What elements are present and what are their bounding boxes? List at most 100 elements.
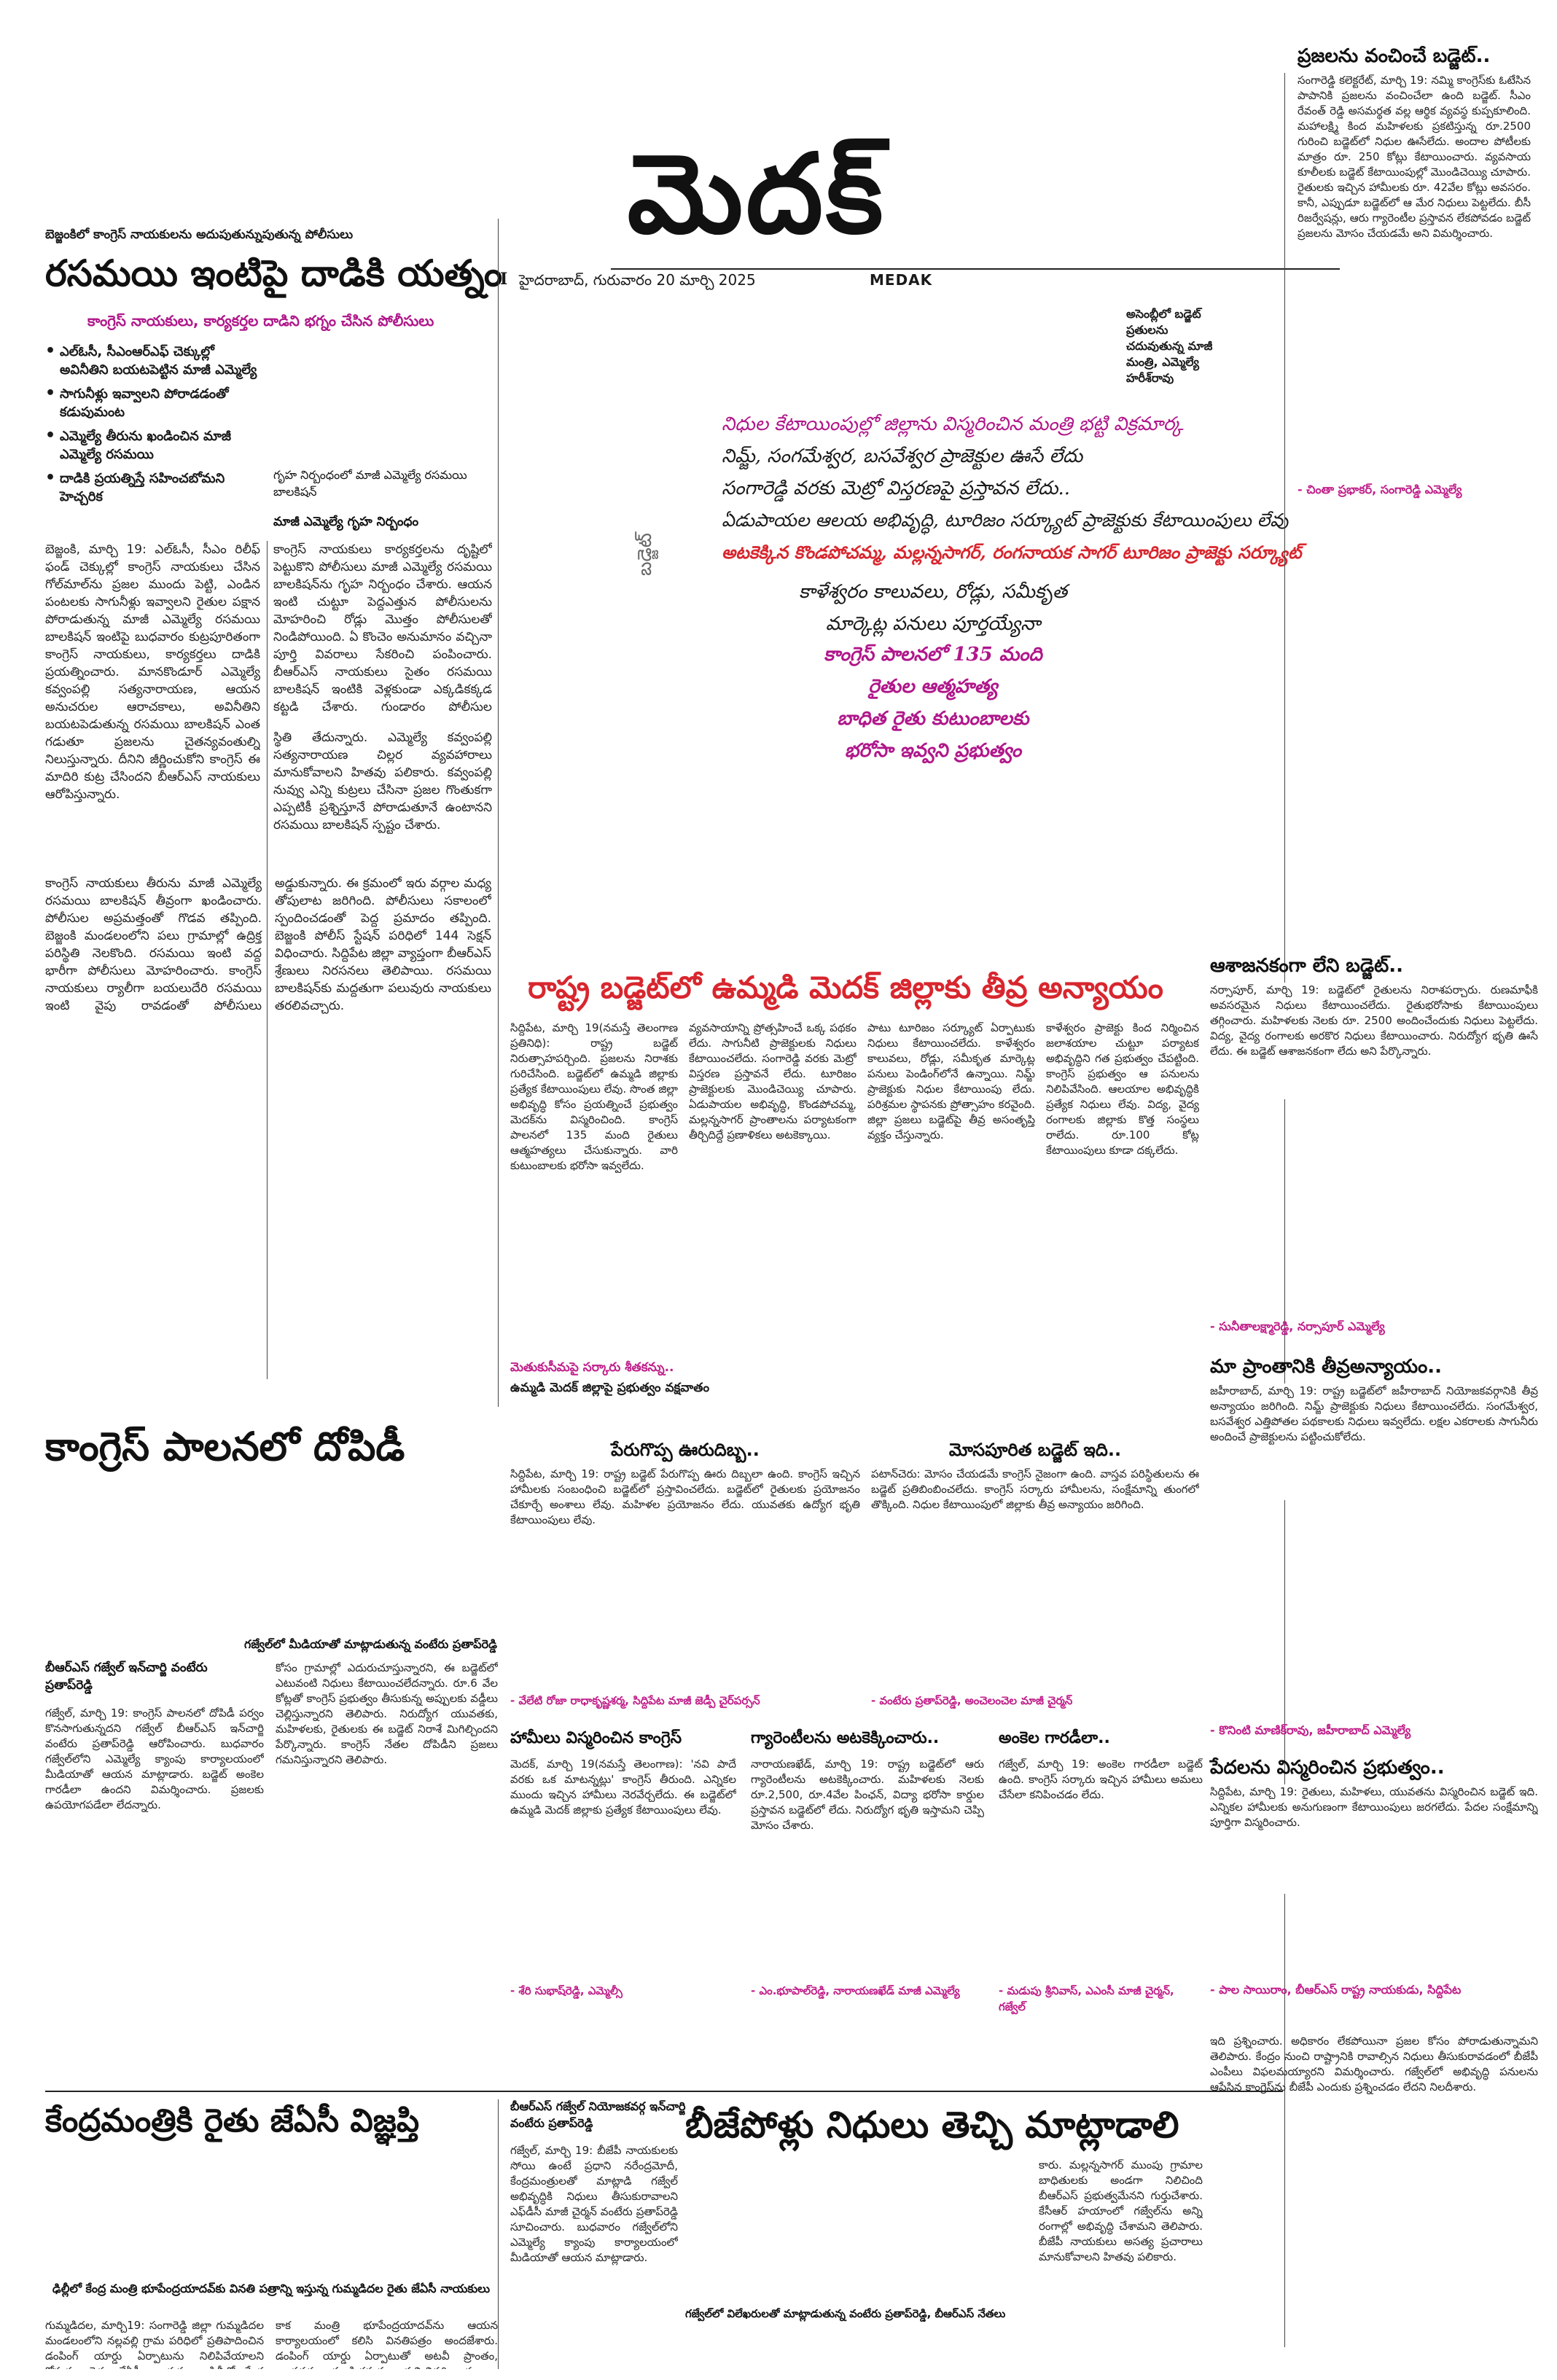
hamilu-text: మెదక్, మార్చి 19(నమస్తే తెలంగాణ): 'నవి ప… — [510, 1757, 736, 1817]
lead-subhead: కాంగ్రెస్ నాయకులు, కార్యకర్తల దాడిని భగ్… — [87, 312, 434, 329]
injustice-body-1: సిద్దిపేట, మార్చి 19(నమస్తే తెలంగాణ ప్రత… — [510, 1021, 678, 1172]
peru-headline: పేరుగొప్ప ఊరుదిబ్బ.. — [611, 1440, 760, 1460]
lead-body-col1: బెజ్జంకి, మార్చి 19: ఎల్ఓసీ, సీఎం రిలీఫ్… — [45, 542, 260, 802]
masthead-marker: I — [500, 270, 508, 289]
mosa-text: పటాన్‌చెరు: మోసం చేయడమే కాంగ్రెస్ నైజంగా… — [871, 1467, 1199, 1511]
masthead-title: మెదక్ — [627, 131, 886, 258]
lead-photo-caption: గృహ నిర్బంధంలో మాజీ ఎమ్మెల్యే రసమయి బాలక… — [273, 468, 467, 499]
centre-caption: ఢిల్లీలో కేంద్ర మంత్రి భూపేంద్రయాదవ్‌కు … — [52, 2282, 491, 2295]
budget-vertical-label: బడ్జెట్ — [634, 533, 656, 576]
budget-collage-photo — [510, 773, 1276, 937]
centre-body-2: కాక మంత్రి భూపేంద్రయాదవ్‌ను ఆయన కార్యాలయ… — [276, 2319, 498, 2369]
bjp-body-3: ఇది ప్రశ్నించారు. అధికారం లేకపోయినా ప్రజ… — [1210, 2034, 1538, 2094]
budget-deck-line: మార్కెట్ల పనులు పూర్తయ్యేనా — [825, 613, 1041, 635]
hamilu-photo — [510, 1757, 583, 1859]
column-rule — [498, 219, 499, 1407]
lead-body-col4: కాంగ్రెస్ నాయకులు తీరును మాజీ ఎమ్మెల్యే … — [45, 876, 491, 1013]
dopidi-byline: బీఆర్ఎస్ గజ్వేల్ ఇన్‌చార్జి వంటేరు ప్రతా… — [45, 1661, 208, 1693]
injustice-body-2: వ్యవసాయాన్ని ప్రోత్సహించే ఒక్క పథకం లేదు… — [689, 1021, 856, 1142]
right-photo-1 — [1298, 73, 1385, 197]
budget-small-caption: అసెంబ్లీలో బడ్జెట్ ప్రతులను చదువుతున్న మ… — [1126, 307, 1213, 385]
right-quote-1: - చింతా ప్రభాకర్, సంగారెడ్డి ఎమ్మెల్యే — [1298, 483, 1462, 496]
bjp-photo — [685, 2158, 1028, 2303]
bjp-body-2: కారు. మల్లన్నసాగర్ ముంపు గ్రామాల బాధితుల… — [1039, 2158, 1203, 2263]
guarantees-photo — [751, 1757, 824, 1859]
right-photo-4 — [1210, 1784, 1298, 1894]
lead-headline: రసమయి ఇంటిపై దాడికి యత్నం — [45, 252, 503, 294]
dopidi-caption: గజ్వేల్‌లో మీడియాతో మాట్లాడుతున్న వంటేరు… — [244, 1637, 497, 1651]
column-rule — [267, 541, 268, 1379]
dopidi-headline: కాంగ్రెస్ పాలనలో దోపిడీ — [45, 1424, 405, 1470]
ankela-photo — [999, 1757, 1072, 1859]
assembly-photo — [729, 297, 1115, 399]
centre-headline: కేంద్రమంత్రికి రైతు జేఏసీ విజ్ఞప్తి — [45, 2102, 420, 2139]
peru-photo — [510, 1467, 590, 1576]
ankela-headline: అంకెల గారడీలా.. — [999, 1729, 1110, 1747]
column-rule — [498, 2099, 499, 2369]
ankela-text: గజ్వేల్, మార్చి 19: అంకెల గారడీలా బడ్జెట… — [999, 1757, 1203, 1801]
budget-deck-line: నిధుల కేటాయింపుల్లో జిల్లాను విస్మరించిన… — [722, 413, 1184, 435]
budget-deck-line: సంగారెడ్డి వరకు మెట్రో విస్తరణపై ప్రస్తా… — [722, 477, 1070, 499]
right-headline-4: పేదలను విస్మరించిన ప్రభుత్వం.. — [1210, 1757, 1445, 1779]
right-headline-2: ఆశాజనకంగా లేని బడ్జెట్.. — [1210, 955, 1403, 977]
right-photo-2 — [1210, 983, 1298, 1099]
budget-deck-line: రైతుల ఆత్మహత్య — [868, 676, 998, 698]
injustice-headline: రాష్ట్ర బడ్జెట్‌లో ఉమ్మడి మెదక్ జిల్లాకు… — [528, 969, 1163, 1005]
mosa-photo — [871, 1467, 951, 1576]
injustice-body-3: పాటు టూరిజం సర్క్యూట్ ఏర్పాటుకు నిధులు క… — [867, 1021, 1035, 1142]
dopidi-body-2: కోసం గ్రామాల్లో ఎదురుచూస్తున్నారని, ఈ బడ… — [276, 1661, 498, 1766]
right-headline-1: ప్రజలను వంచించే బడ్జెట్.. — [1298, 45, 1491, 67]
mosa-headline: మోసపూరిత బడ్జెట్ ఇది.. — [948, 1440, 1122, 1460]
centre-body-1: గుమ్మడిదల, మార్చి19: సంగారెడ్డి జిల్లా గ… — [45, 2319, 264, 2369]
masthead-rule — [611, 268, 1340, 270]
lead-body-col3: స్థితి తేదున్నారు. ఎమ్మెల్యే కవ్వంపల్లి … — [273, 730, 492, 832]
centre-photo — [45, 2150, 497, 2278]
ankela-quote: - మడుపు శ్రీనివాస్, ఎఎంసీ మాజీ చైర్మన్, … — [999, 1984, 1174, 2013]
dopidi-photo — [45, 1487, 497, 1655]
budget-deck-line: అటకెక్కిన కొండపోచమ్మ, మల్లన్నసాగర్, రంగన… — [722, 542, 1302, 563]
budget-deck-line: ఏడుపాయల ఆలయ అభివృద్ధి, టూరిజం సర్క్యూట్ … — [722, 510, 1289, 531]
budget-deck-line: నిమ్జ్, సంగమేశ్వర, బసవేశ్వర ప్రాజెక్టుల … — [722, 445, 1083, 467]
guarantees-headline: గ్యారెంటీలను అటకెక్కించారు.. — [751, 1729, 940, 1747]
budget-deck-line: కాంగ్రెస్ పాలనలో 135 మంది — [824, 644, 1042, 666]
dopidi-body-1: గజ్వేల్, మార్చి 19: కాంగ్రెస్ పాలనలో దోప… — [45, 1706, 264, 1811]
hamilu-quote: - శేరి సుభాష్‌రెడ్డి, ఎమ్మెల్సీ — [510, 1984, 623, 1997]
budget-photo — [510, 306, 722, 627]
guarantees-text: నారాయణఖేడ్, మార్చి 19: రాష్ట్ర బడ్జెట్‌ల… — [751, 1757, 984, 1832]
budget-deck-line: కాళేశ్వరం కాలువలు, రోడ్లు, సమీకృత — [798, 581, 1068, 603]
lead-kicker: బెజ్జంకిలో కాంగ్రెస్ నాయకులను అదుపుతున్న… — [45, 227, 354, 242]
right-quote-3: - కొనింటి మాణిక్‌రావు, జహీరాబాద్ ఎమ్మెల్… — [1210, 1723, 1411, 1737]
right-quote-4: - పాల సాయిరాం, బీఆర్ఎస్ రాష్ట్ర నాయకుడు,… — [1210, 1983, 1462, 1997]
lead-body-col2: కాంగ్రెస్ నాయకులు కార్యకర్తలను దృష్టిలో … — [273, 542, 492, 714]
masthead-dateline: హైదరాబాద్, గురువారం 20 మార్చి 2025 — [519, 271, 756, 289]
lead-photo-caption2: మాజీ ఎమ్మెల్యే గృహ నిర్బంధం — [273, 515, 419, 529]
peru-quote: - వేలేటి రోజా రాధాకృష్ణశర్మ, సిద్దిపేట మ… — [510, 1694, 760, 1707]
injustice-body-4: కాళేశ్వరం ప్రాజెక్టు కింద నిర్మించిన జలా… — [1046, 1021, 1199, 1157]
mosa-quote: - వంటేరు ప్రతాప్‌రెడ్డి, అంచెలంచెల మాజీ … — [871, 1694, 1073, 1707]
right-text-4: సిద్దిపేట, మార్చి 19: రైతులు, మహిళలు, యు… — [1210, 1785, 1538, 1829]
lead-bullet: దాడికి ప్రయత్నిస్తే సహించబోమని హెచ్చరిక — [45, 469, 264, 506]
right-text-2: నర్సాపూర్, మార్చి 19: బడ్జెట్‌లో రైతులను… — [1210, 983, 1538, 1058]
bjp-byline: బీఆర్ఎస్ గజ్వేల్ నియోజకవర్గ ఇన్‌చార్జి వ… — [510, 2099, 686, 2130]
right-text-1: సంగారెడ్డి కలెక్టరేట్, మార్చి 19: నమ్మి … — [1298, 74, 1531, 240]
lead-bullet: ఎల్ఓసీ, సీఎంఆర్ఎఫ్ చెక్కుల్లో అవినీతిని … — [45, 342, 264, 379]
column-rule — [1284, 73, 1285, 2347]
lead-bullets: ఎల్ఓసీ, సీఎంఆర్ఎఫ్ చెక్కుల్లో అవినీతిని … — [45, 342, 264, 512]
right-text-3: జహీరాబాద్, మార్చి 19: రాష్ట్ర బడ్జెట్‌లో… — [1210, 1384, 1538, 1443]
guarantees-quote: - ఎం.భూపాల్‌రెడ్డి, నారాయణఖేడ్ మాజీ ఎమ్మ… — [751, 1984, 960, 1997]
right-quote-2: - సునీతాలక్ష్మారెడ్డి, నర్సాపూర్ ఎమ్మెల్… — [1210, 1319, 1385, 1333]
lead-bullet: సాగునీళ్లు ఇవ్వాలని పోరాడడంతో కడుపుమంట — [45, 384, 264, 421]
right-photo-3 — [1210, 1384, 1298, 1500]
section-rule — [45, 2091, 1283, 2092]
budget-deck-line: బాధిత రైతు కుటుంబాలకు — [837, 708, 1029, 730]
lead-photo — [273, 343, 492, 496]
bjp-caption: గజ్వేల్‌లో విలేఖరులతో మాట్లాడుతున్న వంటే… — [685, 2307, 1006, 2320]
injustice-caption: మెతుకుసీమపై సర్కారు శీతకన్ను.. — [510, 1360, 674, 1375]
bjp-headline: బీజేపోళ్లు నిధులు తెచ్చి మాట్లాడాలి — [685, 2104, 1179, 2146]
injustice-caption2: ఉమ్మడి మెదక్ జిల్లాపై ప్రభుత్వం వక్షవాతం — [510, 1381, 710, 1395]
bjp-body-1: గజ్వేల్, మార్చి 19: బీజేపీ నాయకులకు సోయి… — [510, 2144, 678, 2264]
masthead-section: MEDAK — [870, 271, 933, 289]
hamilu-headline: హామీలు విస్మరించిన కాంగ్రెస్ — [510, 1729, 682, 1747]
lead-bullet: ఎమ్మెల్యే తీరును ఖండించిన మాజీ ఎమ్మెల్యే… — [45, 426, 264, 464]
peru-text: సిద్దిపేట, మార్చి 19: రాష్ట్ర బడ్జెట్ పే… — [510, 1467, 860, 1526]
